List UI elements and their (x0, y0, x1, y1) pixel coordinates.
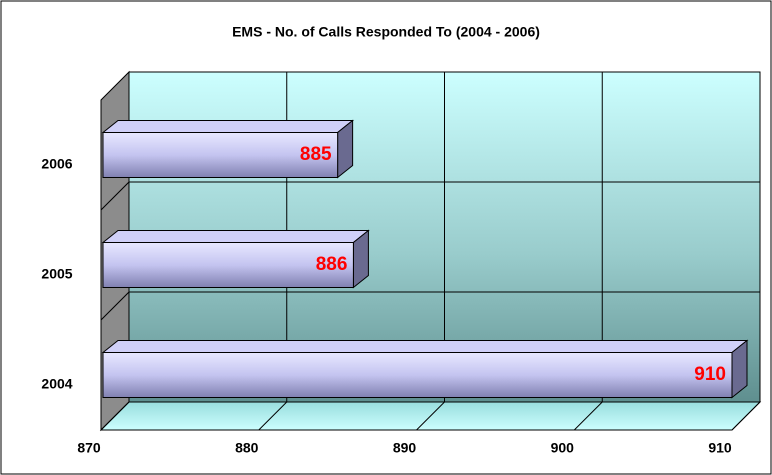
bar-front (102, 242, 354, 288)
x-tick-label: 880 (235, 440, 259, 456)
y-tick-label: 2005 (41, 266, 72, 282)
wall-divider (100, 291, 130, 321)
bar (101, 119, 355, 179)
grid-line (258, 401, 288, 431)
bar-front (102, 132, 339, 178)
chart-title: EMS - No. of Calls Responded To (2004 - … (232, 24, 540, 40)
value-label: 910 (694, 364, 726, 385)
bar-top (101, 120, 355, 133)
wall-divider (100, 181, 130, 211)
bar (101, 339, 749, 399)
x-tick-label: 870 (77, 440, 101, 456)
value-label: 885 (300, 144, 332, 165)
grid-line (731, 401, 761, 431)
x-tick-label: 900 (551, 440, 575, 456)
value-label: 886 (316, 254, 348, 275)
y-tick-label: 2004 (41, 376, 72, 392)
grid-line (100, 401, 130, 431)
bar (101, 229, 370, 289)
grid-line (573, 401, 603, 431)
x-tick-label: 890 (393, 440, 417, 456)
y-tick-label: 2006 (41, 156, 72, 172)
bar-top (101, 340, 749, 353)
bar-front (102, 352, 733, 398)
bar-top (101, 230, 370, 243)
x-tick-label: 910 (708, 440, 732, 456)
grid-line (416, 401, 445, 431)
